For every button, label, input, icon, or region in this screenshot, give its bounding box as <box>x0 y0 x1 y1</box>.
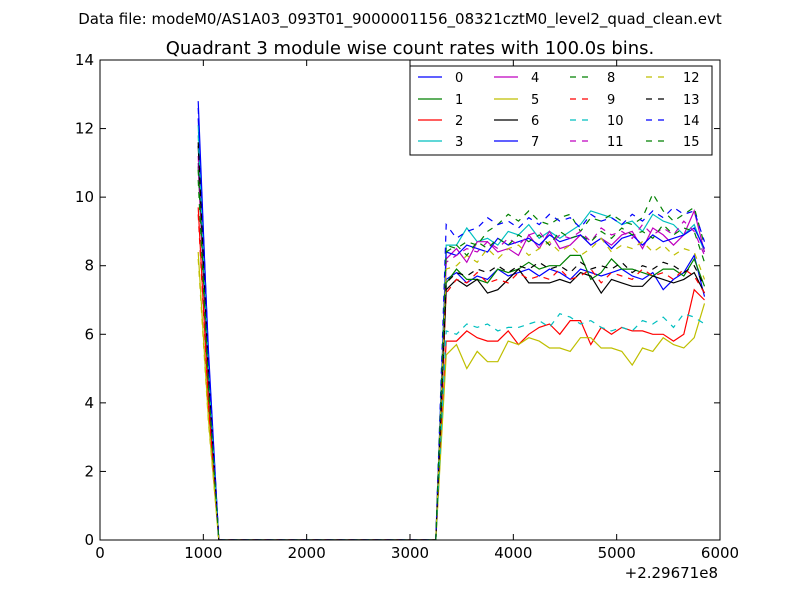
legend-label-11: 11 <box>607 135 624 150</box>
y-tick-label: 6 <box>84 325 94 343</box>
series-line-1 <box>197 166 706 540</box>
y-tick-label: 14 <box>75 51 94 69</box>
x-offset-label: +2.29671e8 <box>625 564 718 582</box>
series-line-12 <box>197 237 706 540</box>
legend-label-7: 7 <box>531 135 539 150</box>
series-line-7 <box>197 101 706 540</box>
x-tick-label: 1000 <box>184 544 222 562</box>
y-tick-label: 12 <box>75 120 94 138</box>
chart-title: Quadrant 3 module wise count rates with … <box>166 38 655 59</box>
legend-label-6: 6 <box>531 114 539 129</box>
y-tick-label: 2 <box>84 462 94 480</box>
legend-label-4: 4 <box>531 71 539 86</box>
y-tick-label: 4 <box>84 394 94 412</box>
legend-label-5: 5 <box>531 93 539 108</box>
x-tick-label: 0 <box>95 544 105 562</box>
legend-box <box>409 65 713 156</box>
x-tick-label: 3000 <box>391 544 429 562</box>
x-tick-label: 4000 <box>494 544 532 562</box>
legend-label-3: 3 <box>455 135 463 150</box>
legend-label-10: 10 <box>607 114 624 129</box>
legend-label-12: 12 <box>683 71 700 86</box>
series-line-8 <box>197 179 706 540</box>
x-tick-label: 5000 <box>598 544 636 562</box>
legend-label-13: 13 <box>683 93 700 108</box>
y-tick-label: 10 <box>75 188 94 206</box>
series-line-3 <box>197 125 706 540</box>
series-line-2 <box>197 207 705 540</box>
legend-label-14: 14 <box>683 114 700 129</box>
legend-label-1: 1 <box>455 93 463 108</box>
legend-label-8: 8 <box>607 71 615 86</box>
figure-suptitle: Data file: modeM0/AS1A03_093T01_90000011… <box>78 10 722 29</box>
series-line-15 <box>197 169 706 540</box>
series-line-14 <box>197 107 706 540</box>
series-line-9 <box>197 214 706 540</box>
y-tick-label: 8 <box>84 257 94 275</box>
x-tick-label: 6000 <box>701 544 739 562</box>
legend-label-9: 9 <box>607 93 615 108</box>
series-line-13 <box>197 142 706 540</box>
series-layer <box>197 101 706 540</box>
legend-label-2: 2 <box>455 114 463 129</box>
legend-label-0: 0 <box>455 71 463 86</box>
legend-label-15: 15 <box>683 135 700 150</box>
x-tick-label: 2000 <box>288 544 326 562</box>
series-line-5 <box>197 251 706 540</box>
y-tick-label: 0 <box>84 531 94 549</box>
series-line-6 <box>197 145 706 540</box>
